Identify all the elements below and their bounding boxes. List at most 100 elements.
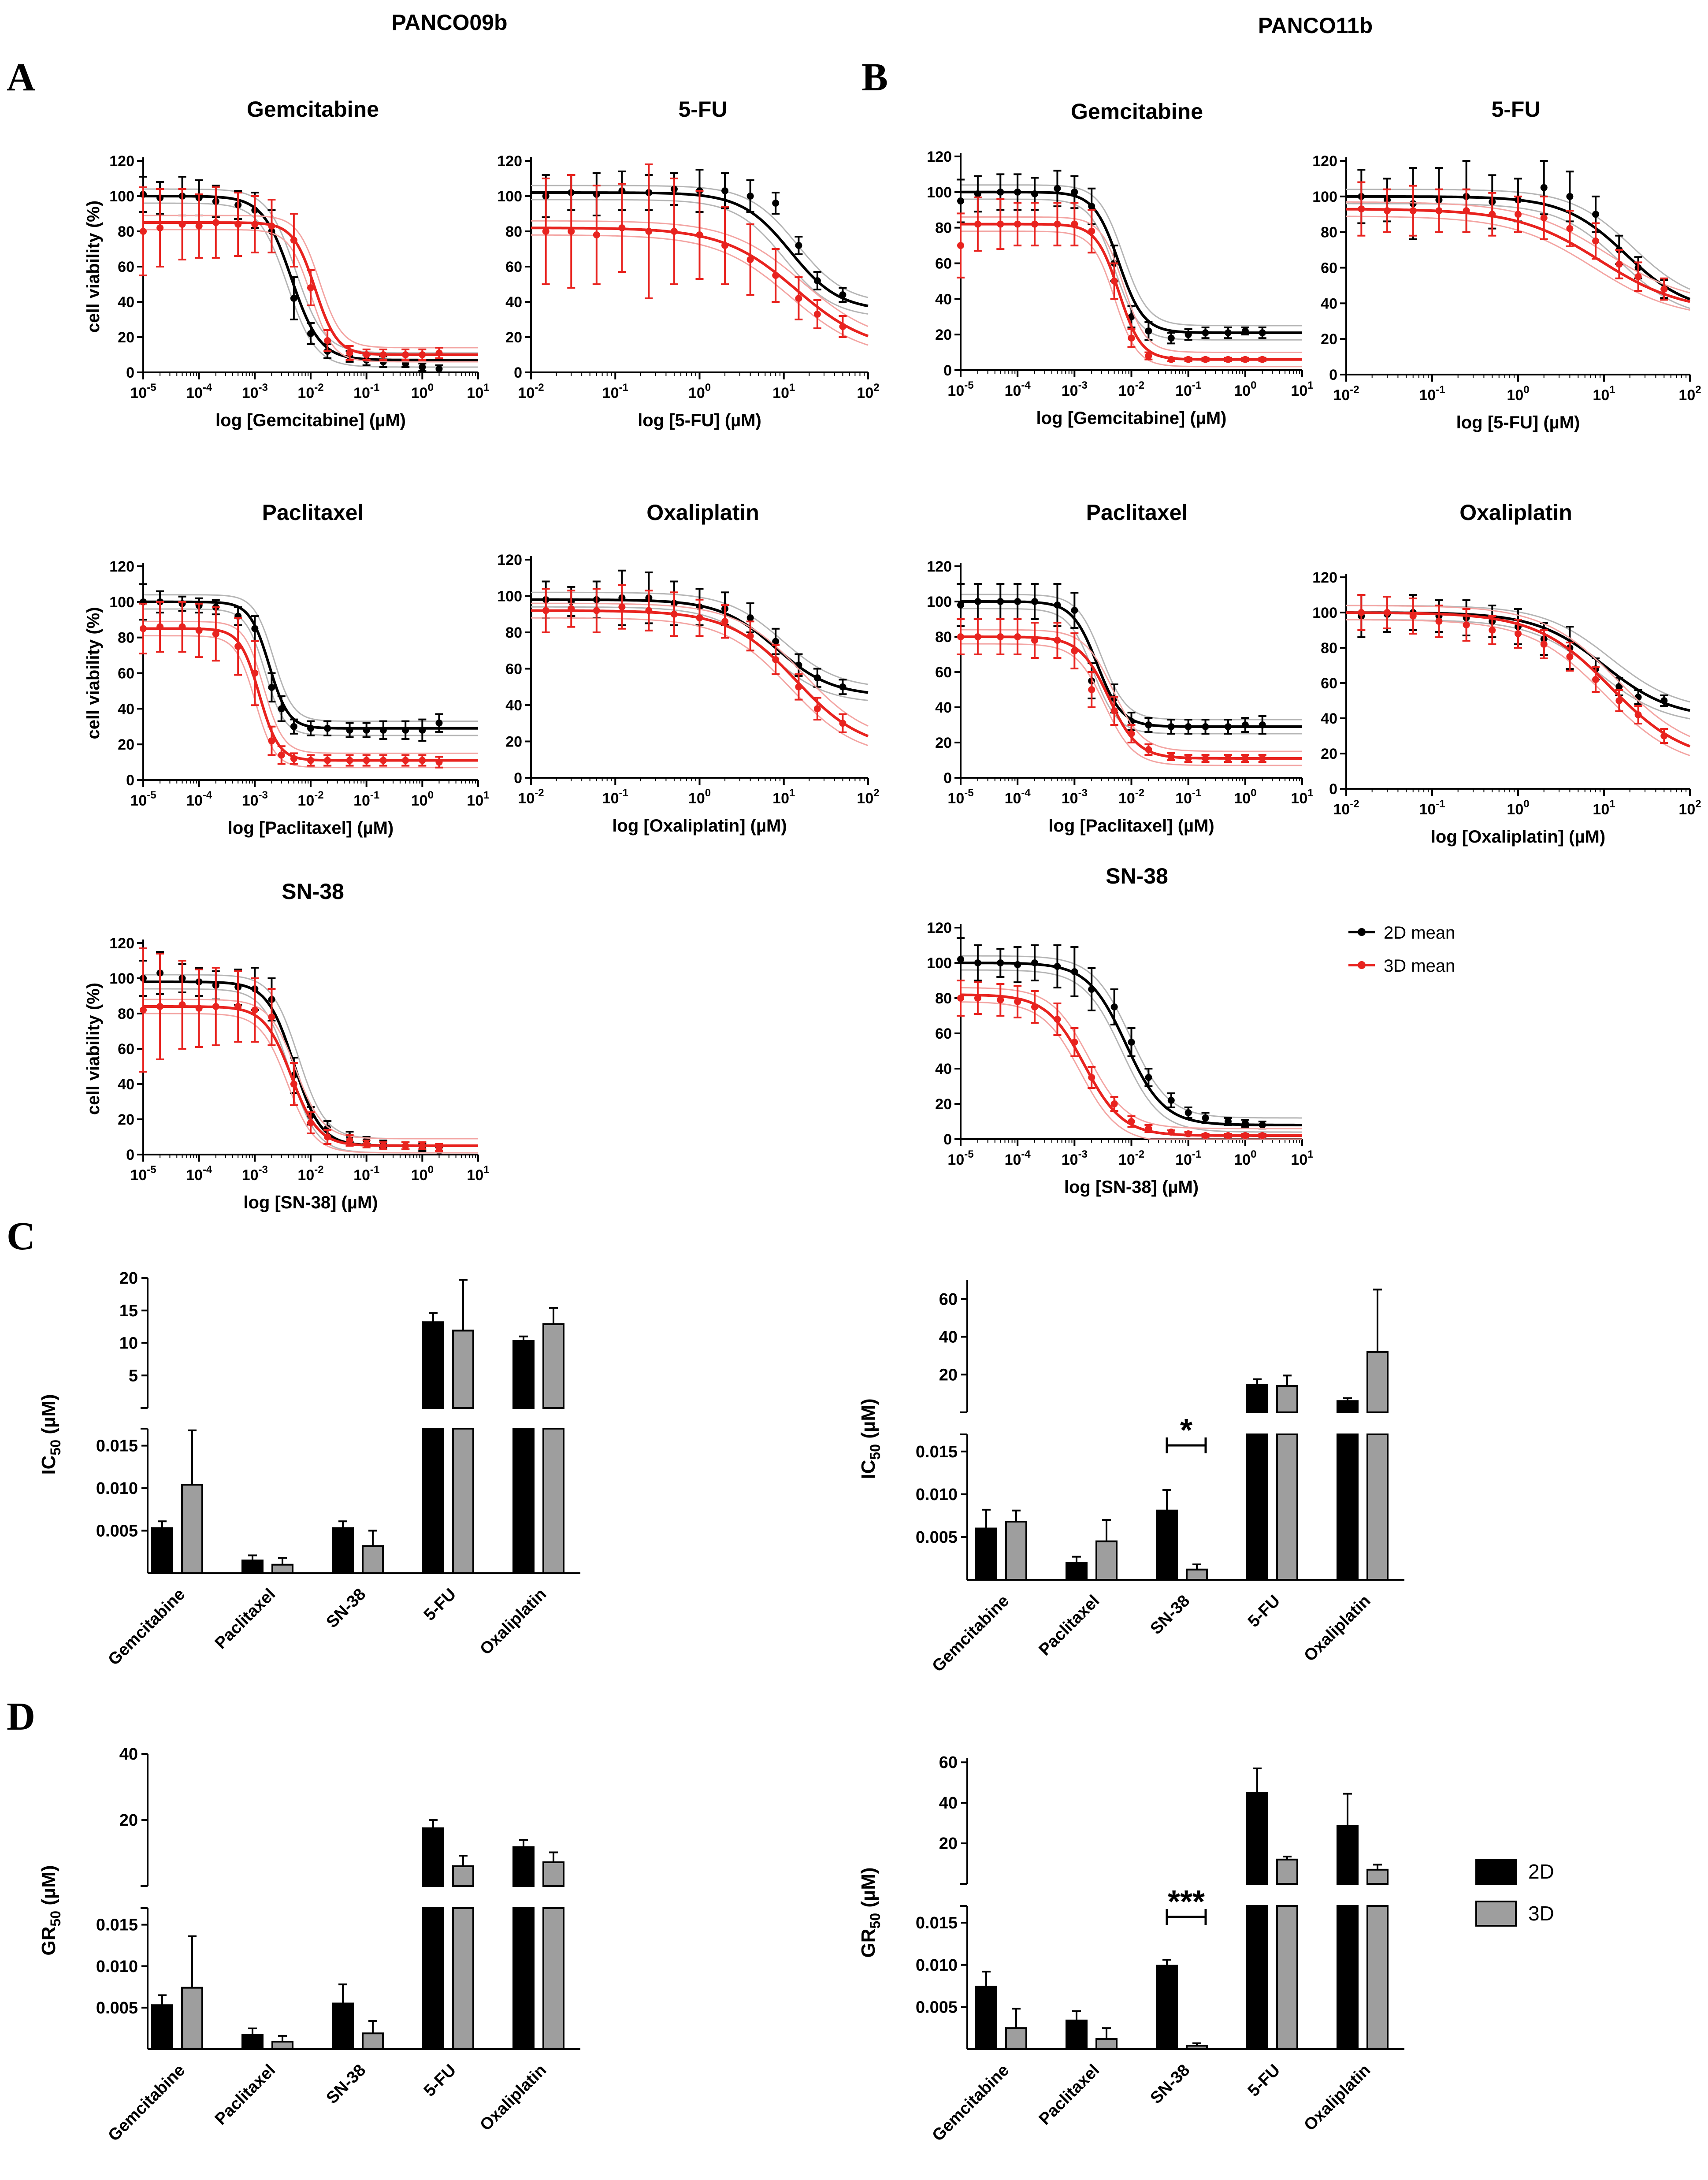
data-point xyxy=(839,291,847,298)
data-point xyxy=(1088,686,1095,693)
y-tick-label: 100 xyxy=(927,594,952,610)
y-tick-label: 40 xyxy=(935,291,952,308)
data-point xyxy=(324,1133,331,1140)
bar-2d-5-fu xyxy=(422,1819,444,2050)
y-axis-label: GR50 (µM) xyxy=(858,1867,883,1957)
bar-3d-gemcitabine xyxy=(1005,1509,1027,1581)
data-point xyxy=(1071,968,1078,975)
y-tick-label: 0.010 xyxy=(916,1486,958,1504)
x-tick-label: 10-3 xyxy=(1062,379,1088,399)
y-axis-label: cell viability (%) xyxy=(84,607,103,739)
y-tick-label: 20 xyxy=(939,1366,958,1384)
data-point xyxy=(1259,755,1266,762)
x-tick-label: 100 xyxy=(411,1164,434,1184)
category-label: Paclitaxel xyxy=(1036,1592,1103,1660)
y-tick-label: 120 xyxy=(927,149,952,165)
x-axis-label: log [Gemcitabine] (µM) xyxy=(1036,409,1227,428)
data-point xyxy=(1592,211,1600,218)
x-tick-label: 10-5 xyxy=(130,382,156,401)
y-tick-label: 100 xyxy=(109,594,134,611)
x-tick-label: 10-2 xyxy=(518,382,544,401)
series-3d-mean xyxy=(1346,594,1691,756)
bar-2d-sn-38 xyxy=(1156,1489,1178,1581)
data-point xyxy=(721,618,729,625)
series-3d-mean xyxy=(1346,181,1690,311)
legend-marker-3d-mean xyxy=(1358,961,1366,969)
data-point xyxy=(813,705,821,713)
data-point xyxy=(1184,723,1192,730)
y-tick-label: 80 xyxy=(935,220,952,237)
y-tick-label: 60 xyxy=(118,259,134,275)
significance-bracket: *** xyxy=(1166,1884,1207,1925)
data-point xyxy=(746,632,754,640)
series-3d-mean xyxy=(957,618,1302,766)
data-point xyxy=(307,284,314,291)
chart-title-gemcitabine: Gemcitabine xyxy=(1071,99,1203,124)
x-tick-label: 10-2 xyxy=(297,382,323,401)
bar-3d-gemcitabine xyxy=(1005,2008,1027,2050)
data-point xyxy=(251,669,259,677)
y-tick-label: 20 xyxy=(118,1111,134,1128)
data-point xyxy=(645,607,653,614)
y-tick-label: 60 xyxy=(118,665,134,682)
data-point xyxy=(290,1081,297,1088)
bar-upper-segment xyxy=(1276,1858,1298,1885)
data-point xyxy=(1358,609,1365,616)
bar-upper-segment xyxy=(1366,1868,1389,1885)
x-tick-label: 101 xyxy=(467,382,489,401)
y-tick-label: 20 xyxy=(1321,746,1337,762)
data-point xyxy=(234,1003,242,1010)
y-tick-label: 40 xyxy=(935,699,952,716)
data-point xyxy=(1592,676,1600,683)
data-point xyxy=(1202,1132,1209,1139)
category-label: 5-FU xyxy=(420,1585,460,1624)
fitted-curve xyxy=(961,600,1302,728)
y-tick-label: 10 xyxy=(119,1334,138,1353)
x-tick-label: 100 xyxy=(1234,1148,1256,1168)
x-tick-label: 100 xyxy=(1507,798,1529,818)
data-point xyxy=(1031,1003,1039,1010)
data-point xyxy=(1031,220,1039,228)
bar-upper-segment xyxy=(452,1865,474,1887)
y-tick-label: 20 xyxy=(1321,331,1337,348)
data-point xyxy=(1145,721,1152,728)
data-point xyxy=(974,220,981,228)
category-label: Oxaliplatin xyxy=(1300,2061,1374,2135)
series-3d-mean xyxy=(957,196,1302,368)
data-point xyxy=(402,757,409,764)
data-point xyxy=(1224,755,1232,762)
data-point xyxy=(1660,697,1668,704)
panel-letter-c: C xyxy=(7,1214,35,1258)
data-point xyxy=(156,1003,164,1010)
data-point xyxy=(419,1142,426,1149)
data-point xyxy=(1145,1125,1152,1132)
data-point xyxy=(746,193,754,200)
data-point xyxy=(772,272,780,279)
x-tick-label: 100 xyxy=(1234,379,1256,399)
replicate-curve xyxy=(961,184,1302,327)
data-point xyxy=(324,337,331,344)
bar xyxy=(1066,1562,1088,1581)
data-point xyxy=(1031,637,1039,644)
y-tick-label: 5 xyxy=(129,1367,138,1385)
data-point xyxy=(813,311,821,318)
bar-upper-segment xyxy=(422,1827,444,1887)
bar-2d-oxaliplatin xyxy=(1337,1793,1359,2050)
data-point xyxy=(1463,621,1470,628)
data-point xyxy=(974,995,981,1002)
data-point xyxy=(1145,327,1152,335)
x-axis-label: log [Paclitaxel] (µM) xyxy=(1048,816,1214,836)
x-tick-label: 10-1 xyxy=(353,789,379,809)
data-point xyxy=(1110,277,1118,285)
curve-legend: 2D mean 3D mean xyxy=(1348,923,1455,976)
data-point xyxy=(1615,697,1623,704)
x-tick-label: 10-4 xyxy=(1005,787,1031,807)
bar-2d-oxaliplatin xyxy=(512,1839,535,2050)
data-point xyxy=(402,1142,409,1149)
x-axis-label: log [5-FU] (µM) xyxy=(638,411,761,430)
legend-swatch-3d xyxy=(1475,1901,1517,1927)
x-tick-label: 10-2 xyxy=(1118,1148,1144,1168)
data-point xyxy=(997,959,1004,966)
x-tick-label: 100 xyxy=(411,789,434,809)
bar xyxy=(975,1527,997,1581)
